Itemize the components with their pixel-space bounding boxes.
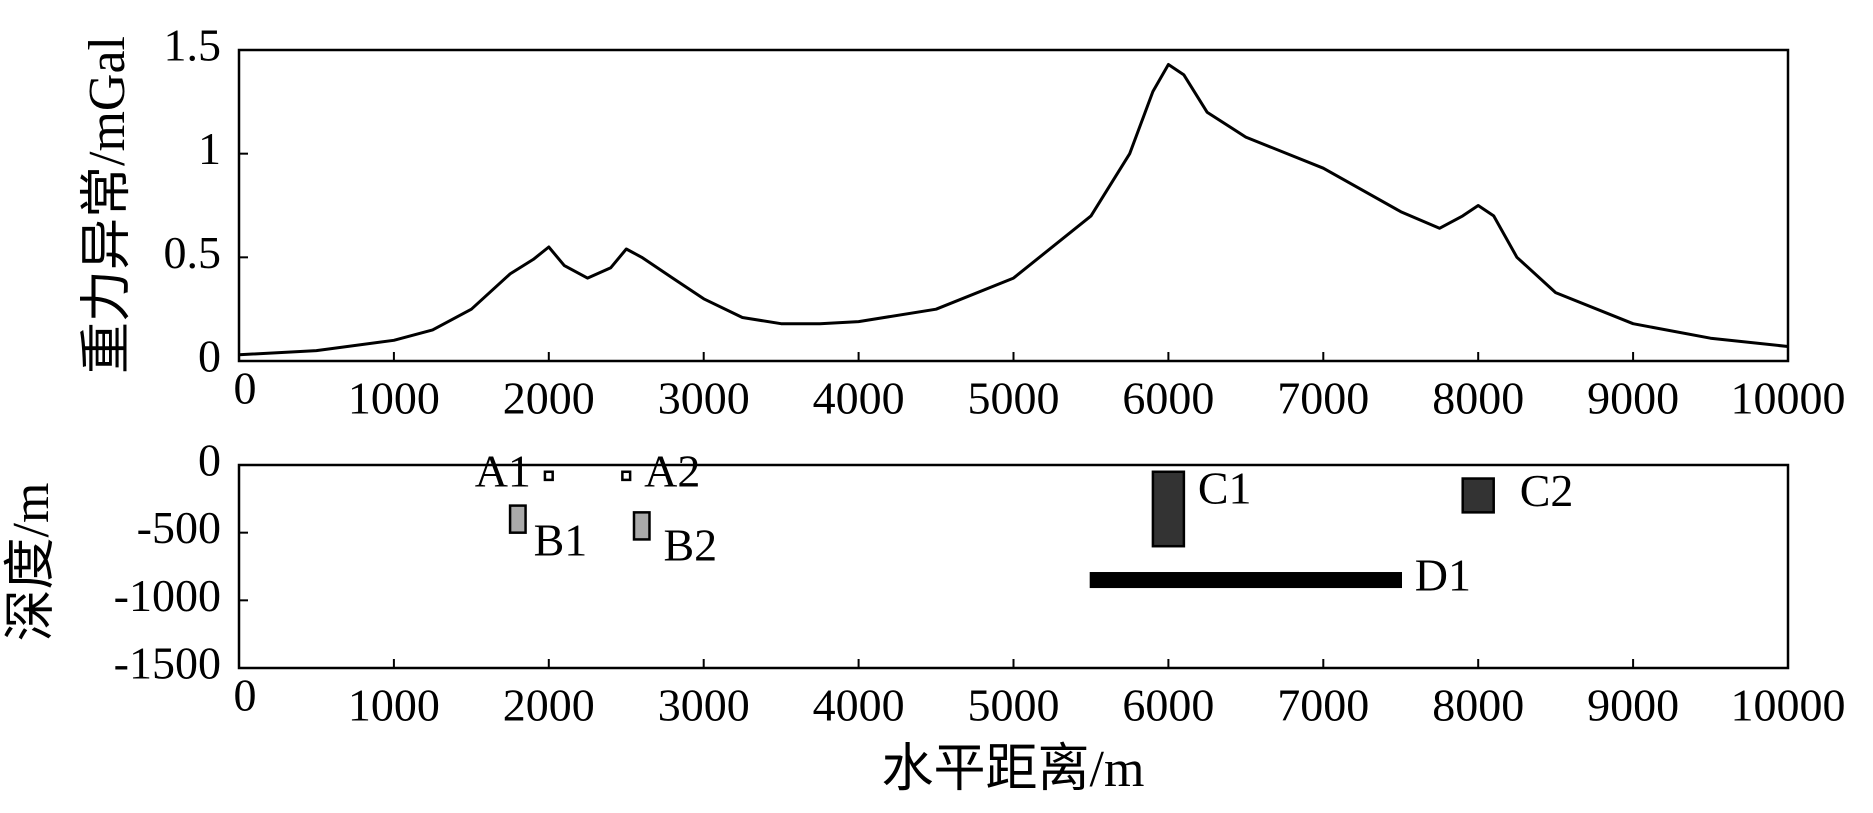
y-tick-label: -500 [137,502,221,553]
y-tick-label: 0 [198,435,221,486]
y-tick-label: -1000 [114,570,221,621]
x-tick-label: 10000 [1731,373,1846,424]
gravity-curve [238,63,1789,357]
body-label: A2 [644,445,700,496]
x-tick-label: 1000 [348,373,440,424]
plot-frame [237,48,1790,363]
y-axis-label: 深度/m [3,483,60,642]
x-tick-label: 5000 [968,373,1060,424]
body-label: C1 [1198,463,1252,514]
y-tick-label: 0.5 [164,227,222,278]
y-tick-label: -1500 [114,638,221,689]
x-axis-label: 水平距离/m [882,741,1145,798]
x-tick-label: 4000 [813,373,905,424]
x-tick-label: 6000 [1122,373,1214,424]
x-tick-label: 3000 [658,680,750,731]
anomaly-body [543,470,554,482]
x-tick-label: 8000 [1432,680,1524,731]
x-tick-label: 0 [234,670,257,721]
y-tick-label: 1 [198,123,221,174]
y-tick-label: 0 [198,331,221,382]
x-tick-label: 8000 [1432,373,1524,424]
x-tick-label: 3000 [658,373,750,424]
x-tick-label: 9000 [1587,680,1679,731]
x-tick-label: 7000 [1277,680,1369,731]
anomaly-body [1151,470,1186,548]
body-label: B1 [534,515,588,566]
y-axis-label: 重力异常/mGal [79,36,136,374]
body-label: A1 [475,445,531,496]
x-tick-label: 2000 [503,373,595,424]
x-tick-label: 2000 [503,680,595,731]
x-tick-label: 9000 [1587,373,1679,424]
body-label: D1 [1415,550,1471,601]
anomaly-body [508,504,527,534]
x-tick-label: 6000 [1122,680,1214,731]
anomaly-body [632,511,651,541]
x-tick-label: 1000 [348,680,440,731]
body-label: C2 [1520,465,1574,516]
x-tick-label: 7000 [1277,373,1369,424]
x-tick-label: 0 [234,363,257,414]
anomaly-body [1461,477,1495,514]
body-label: B2 [663,519,717,570]
x-tick-label: 4000 [813,680,905,731]
anomaly-body [1089,572,1402,589]
x-tick-label: 5000 [968,680,1060,731]
y-tick-label: 1.5 [164,20,222,71]
x-tick-label: 10000 [1731,680,1846,731]
anomaly-body [621,470,632,482]
